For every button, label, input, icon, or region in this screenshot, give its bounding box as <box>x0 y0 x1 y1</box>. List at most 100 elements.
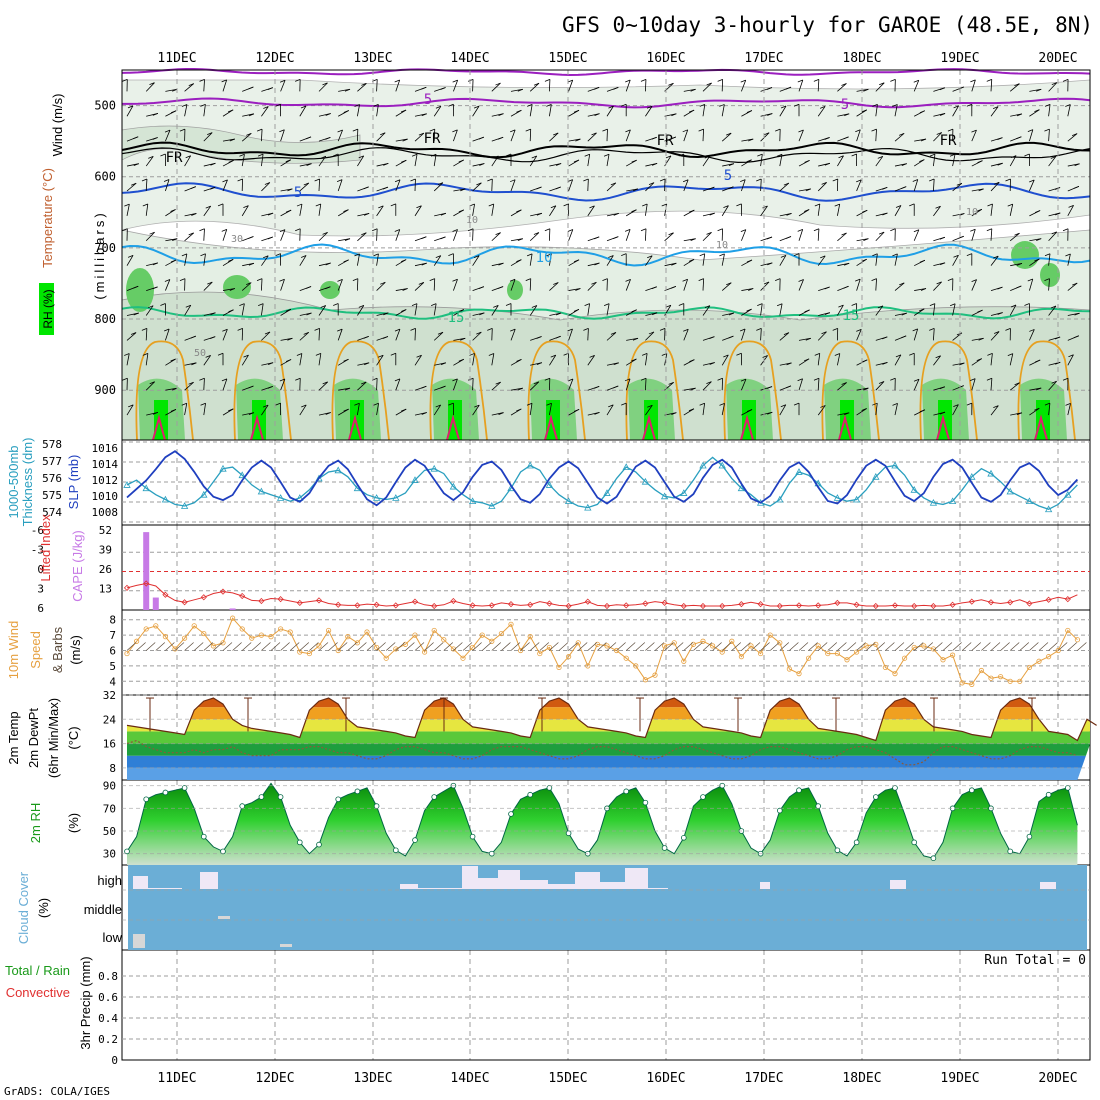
wind-barb <box>395 79 401 92</box>
top-date-label: 14DEC <box>450 51 489 66</box>
cloud-high-block <box>498 870 520 889</box>
wind-barb-flag <box>509 129 516 133</box>
wind-barb-flag <box>682 278 688 282</box>
surface-wind-barb <box>165 642 175 651</box>
wind-barb-flag <box>378 205 384 209</box>
wind-barb-flag <box>1027 278 1033 282</box>
temp-tick-label: 8 <box>109 762 116 775</box>
wind-barb <box>817 182 827 192</box>
wind-barb <box>645 405 653 416</box>
wind-barb-flag <box>997 162 1003 166</box>
wind-barb-flag <box>228 309 234 313</box>
wind-barb <box>395 179 401 192</box>
wind-barb-flag <box>1034 210 1041 213</box>
wind-barb <box>1029 278 1034 291</box>
surface-wind-barb <box>232 642 242 651</box>
wind-barb <box>338 238 351 242</box>
wind-speed-marker <box>825 650 831 657</box>
wind-barb-flag <box>901 186 907 189</box>
thickness-tick-label: 574 <box>42 506 62 519</box>
wind-barb <box>241 205 249 217</box>
wind-barb <box>453 229 458 241</box>
cloud-tick-label: high <box>97 873 122 888</box>
wind-barb-flag <box>573 408 580 412</box>
wind-barb-flag <box>670 136 677 140</box>
wind-barb-flag <box>986 228 992 232</box>
wind-barb-flag <box>746 409 753 412</box>
wind-barb-flag <box>1007 353 1013 356</box>
wind-barb <box>1009 232 1020 242</box>
wind-speed-marker <box>767 632 773 638</box>
wind-barb-flag <box>1016 285 1022 289</box>
rh-marker <box>143 796 150 803</box>
wind-barb-flag <box>191 362 197 366</box>
surface-wind-barb <box>856 642 866 651</box>
wind-speed-marker <box>1026 664 1033 671</box>
wind-barb-flag <box>495 232 501 235</box>
wind-barb-flag <box>689 209 695 213</box>
wind-barb-flag <box>418 282 424 285</box>
wind-barb-flag <box>813 228 820 232</box>
surface-wind-barb <box>683 642 694 651</box>
wind-barb-flag <box>380 132 386 136</box>
wind-barb-flag <box>583 178 589 182</box>
wind-barb-flag <box>746 259 753 263</box>
wind-barb <box>779 332 790 341</box>
rh-marker <box>815 803 821 809</box>
wind-barb-flag <box>248 86 254 90</box>
precip-label-3: 3hr Precip (mm) <box>78 956 93 1049</box>
wind-barb-flag <box>394 378 401 382</box>
wind-barb-flag <box>820 255 826 259</box>
wind-barb-flag <box>1050 305 1057 309</box>
wind-barb-flag <box>719 104 725 107</box>
wind-barb <box>971 79 976 92</box>
wind-speed-marker <box>949 652 956 658</box>
wind-barb <box>645 255 653 266</box>
wind-barb-flag <box>642 203 648 207</box>
wind-barb <box>261 303 264 316</box>
wind-barb-flag <box>394 179 401 183</box>
wind-barb-flag <box>573 259 580 263</box>
wind-barb-flag <box>1062 228 1069 232</box>
contour-label: 15 <box>843 308 860 324</box>
wind-barb-flag <box>909 352 915 356</box>
wind-barb <box>318 82 328 92</box>
wind-barb <box>760 178 762 191</box>
thickness-marker <box>891 461 899 469</box>
rh-marker <box>124 848 130 855</box>
wind-barb-flag <box>939 262 946 266</box>
wind-speed-marker <box>1055 647 1061 654</box>
wind-barb <box>453 129 458 142</box>
wind-barb-flag <box>533 381 539 385</box>
wind-speed-marker <box>844 657 850 663</box>
rh-marker <box>1026 833 1033 840</box>
wind-barb-flag <box>394 328 401 332</box>
lifted-marker <box>411 598 419 605</box>
wind-barb-flag <box>958 235 964 239</box>
wind-barb-flag <box>1034 109 1040 113</box>
wind-barb <box>702 403 706 416</box>
wind-barb-flag <box>793 103 800 107</box>
wind-barb-flag <box>726 132 732 136</box>
lifted-marker <box>776 602 783 610</box>
wind-barb <box>798 188 811 192</box>
wind-barb-flag <box>936 132 942 135</box>
lifted-marker <box>911 602 918 610</box>
thickness-marker <box>296 494 304 501</box>
rh-bright-cell <box>546 400 560 440</box>
wind-barb <box>529 381 540 391</box>
wind-barb-flag <box>709 362 715 365</box>
contour-label: 10 <box>536 250 553 266</box>
wind-barb-flag <box>358 304 364 308</box>
wind-barb-flag <box>624 378 631 382</box>
wind-barb-flag <box>993 331 1000 334</box>
temp-contour-10 <box>121 243 1091 267</box>
wind-barb-flag <box>953 105 959 109</box>
wind-barb-flag <box>1005 328 1011 331</box>
bottom-date-label: 20DEC <box>1038 1071 1077 1086</box>
wind-barb-flag <box>163 179 170 182</box>
wind-barb <box>606 303 610 316</box>
wind-barb-flag <box>517 238 523 242</box>
wind-barb <box>568 138 581 142</box>
wind-barb <box>856 329 862 341</box>
